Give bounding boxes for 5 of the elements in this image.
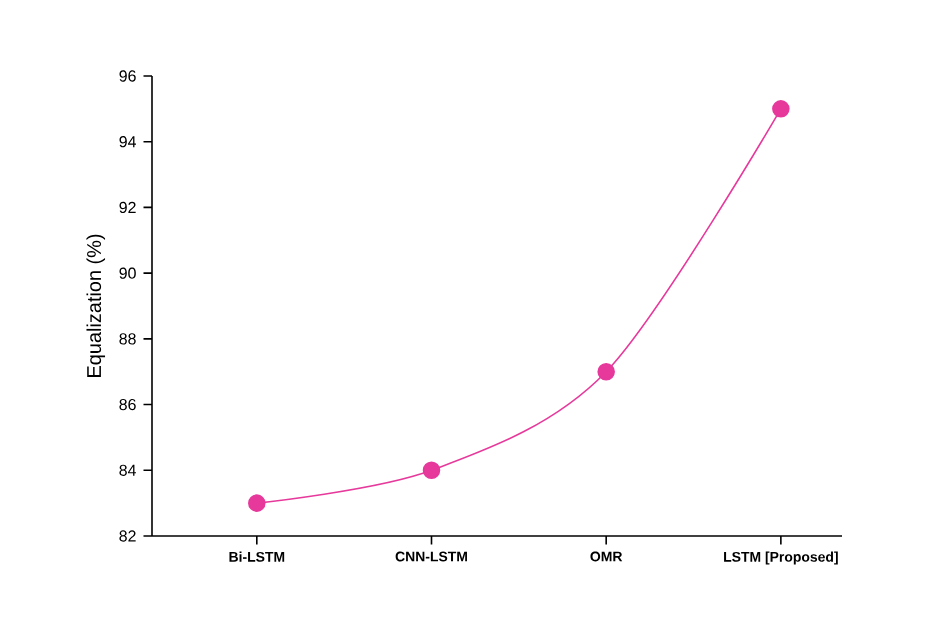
y-axis-title: Equalization (%) (86, 234, 106, 377)
point (597, 362, 615, 381)
point (772, 100, 790, 118)
point (422, 461, 441, 480)
point (248, 494, 266, 512)
